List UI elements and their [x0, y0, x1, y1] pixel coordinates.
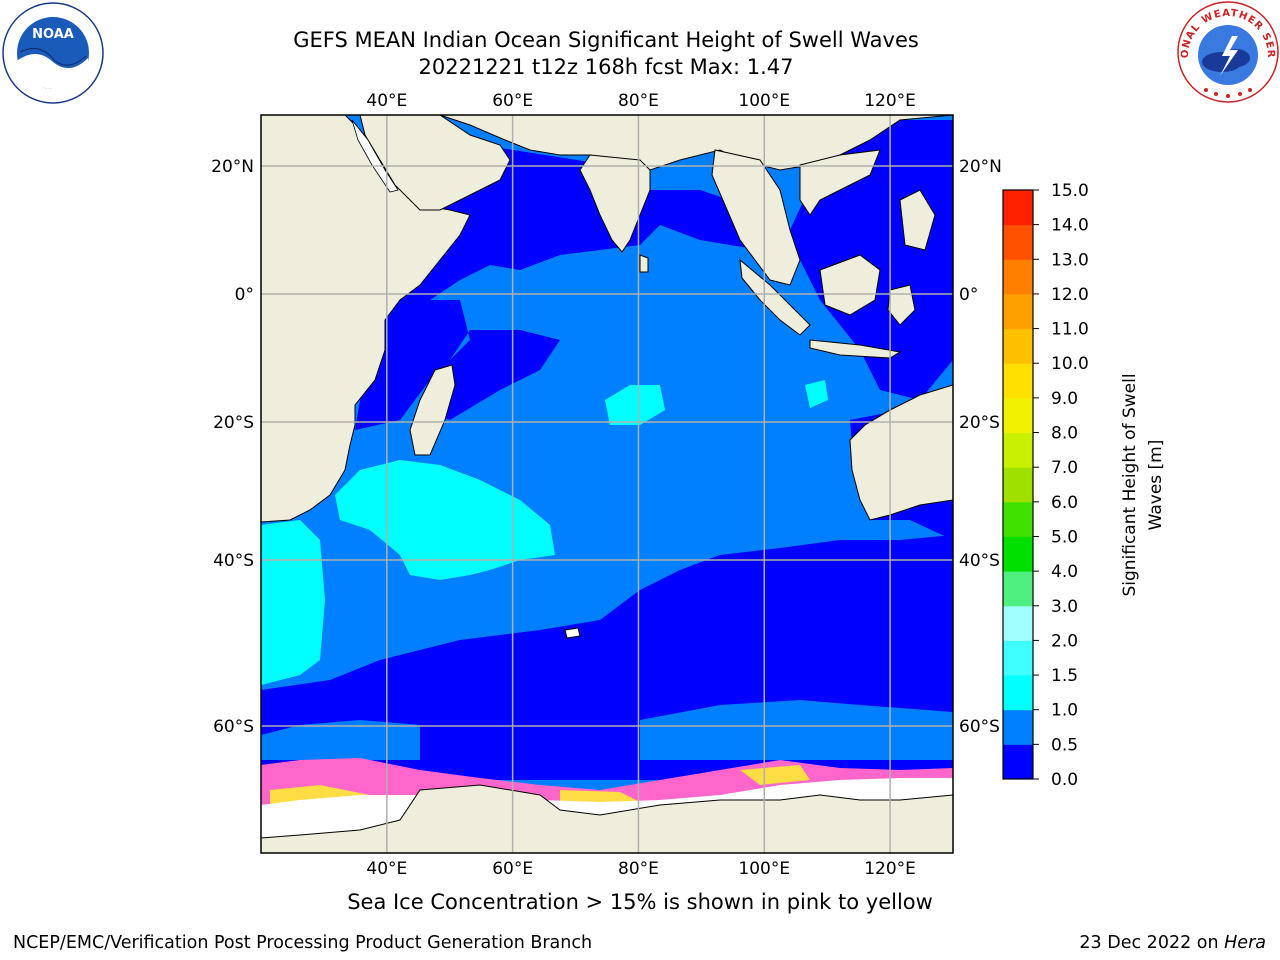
- colorbar-tick-label: 12.0: [1051, 285, 1089, 305]
- colorbar-label: Significant Height of Swell Waves [m]: [1120, 373, 1166, 596]
- arabia-land: [359, 115, 511, 211]
- nws-logo-icon: NATIONAL WEATHER SERVICE: [1176, 0, 1279, 103]
- swell-mid-band-west: [261, 720, 420, 760]
- colorbar-tick-label: 8.0: [1051, 424, 1078, 444]
- madagascar-land: [409, 364, 456, 456]
- colorbar-tick-label: 10.0: [1051, 354, 1089, 374]
- colorbar-segment: [1003, 709, 1033, 745]
- colorbar-segment: [1003, 224, 1033, 260]
- kerguelen-island: [564, 627, 581, 639]
- colorbar-segment: [1003, 467, 1033, 503]
- noaa-logo-text: NOAA: [32, 27, 74, 42]
- colorbar-tick-label: 3.0: [1051, 597, 1078, 617]
- lat-tick-label-right: 20°S: [959, 413, 1000, 433]
- antarctica-land: [261, 784, 953, 853]
- lon-tick-label-bottom: 40°E: [366, 859, 407, 879]
- colorbar-frame: [1002, 189, 1034, 780]
- colorbar-segment: [1003, 675, 1033, 711]
- colorbar-segment: [1003, 605, 1033, 641]
- lat-tick-label-right: 20°N: [959, 157, 1002, 177]
- map-frame: [260, 114, 954, 854]
- colorbar-segment: [1003, 397, 1033, 434]
- lon-tick-label-top: 80°E: [618, 91, 659, 111]
- colorbar-tick-label: 9.0: [1051, 389, 1078, 409]
- colorbar-tick-label: 4.0: [1051, 562, 1078, 582]
- colorbar-segment: [1003, 536, 1033, 572]
- colorbar-tick-label: 2.0: [1051, 631, 1078, 651]
- lon-tick-label-top: 40°E: [366, 91, 407, 111]
- colorbar-tick-label: 15.0: [1051, 181, 1089, 201]
- colorbar-segment: [1003, 328, 1033, 364]
- noaa-logo-icon: NOAA: [2, 2, 104, 104]
- lat-tick-label-left: 40°S: [213, 551, 254, 571]
- colorbar-label-line1: Significant Height of Swell: [1120, 373, 1140, 596]
- swell-moderate-zone: [261, 380, 828, 685]
- footer-date: 23 Dec 2022 on Hera: [1079, 933, 1266, 953]
- lat-tick-label-left: 0°: [235, 285, 254, 305]
- map-subtitle: 20221221 t12z 168h fcst Max: 1.47: [418, 55, 794, 79]
- colorbar-segment: [1003, 501, 1033, 537]
- colorbar-tick-label: 14.0: [1051, 216, 1089, 236]
- philippines-land: [899, 189, 936, 251]
- lon-tick-label-top: 120°E: [864, 91, 916, 111]
- swell-mid-band: [640, 700, 953, 760]
- colorbar-segment: [1003, 363, 1033, 399]
- colorbar-tick-label: 13.0: [1051, 250, 1089, 270]
- lon-tick-label-bottom: 80°E: [618, 859, 659, 879]
- lon-tick-label-top: 60°E: [492, 91, 533, 111]
- india-land: [579, 154, 651, 253]
- lat-tick-label-right: 60°S: [959, 717, 1000, 737]
- lon-tick-label-bottom: 60°E: [492, 859, 533, 879]
- sumatra-land: [739, 258, 811, 336]
- lon-tick-label-top: 100°E: [738, 91, 790, 111]
- asia-land: [439, 115, 953, 171]
- colorbar-segment: [1003, 640, 1033, 676]
- colorbar: 0.0 0.5 1.0 1.5 2.0 3.0 4.0 5.0 6.0 7.0 8.0 9.0 10.0…: [1002, 181, 1089, 790]
- colorbar-label-line2: Waves [m]: [1146, 440, 1166, 531]
- colorbar-segment: [1003, 190, 1033, 226]
- lat-tick-label-left: 20°S: [213, 413, 254, 433]
- colorbar-tick-label: 0.0: [1051, 770, 1078, 790]
- colorbar-segment: [1003, 432, 1033, 468]
- colorbar-tick-label: 0.5: [1051, 735, 1078, 755]
- footer-date-text: 23 Dec 2022 on: [1079, 933, 1225, 953]
- map-title: GEFS MEAN Indian Ocean Significant Heigh…: [293, 28, 919, 52]
- indochina-land: [711, 149, 801, 286]
- footer-machine: Hera: [1224, 933, 1266, 953]
- map-area: [261, 115, 953, 853]
- colorbar-segment: [1003, 744, 1033, 780]
- sea-ice-caption: Sea Ice Concentration > 15% is shown in …: [347, 890, 933, 914]
- colorbar-segment: [1003, 293, 1033, 330]
- lat-tick-label-left: 20°N: [211, 157, 254, 177]
- lat-tick-label-left: 60°S: [213, 717, 254, 737]
- footer-credit: NCEP/EMC/Verification Post Processing Pr…: [13, 933, 593, 953]
- lon-tick-label-bottom: 100°E: [738, 859, 790, 879]
- colorbar-tick-label: 1.5: [1051, 666, 1078, 686]
- sulawesi-land: [887, 284, 916, 326]
- colorbar-tick-label: 11.0: [1051, 320, 1089, 340]
- lon-tick-label-bottom: 120°E: [864, 859, 916, 879]
- borneo-land: [819, 254, 881, 316]
- lat-tick-label-right: 40°S: [959, 551, 1000, 571]
- colorbar-tick-label: 7.0: [1051, 458, 1078, 478]
- colorbar-tick-label: 5.0: [1051, 527, 1078, 547]
- graticule: [261, 115, 953, 853]
- colorbar-tick-label: 6.0: [1051, 493, 1078, 513]
- axis-ticks: 40°E 40°E 60°E 60°E 80°E 80°E 100°E 100°E 120°E 1…: [211, 91, 1002, 879]
- sri-lanka-land: [639, 254, 649, 273]
- colorbar-segment: [1003, 259, 1033, 295]
- lat-tick-label-right: 0°: [959, 285, 978, 305]
- colorbar-tick-label: 1.0: [1051, 701, 1078, 721]
- colorbar-segment: [1003, 571, 1033, 607]
- australia-land: [849, 384, 953, 521]
